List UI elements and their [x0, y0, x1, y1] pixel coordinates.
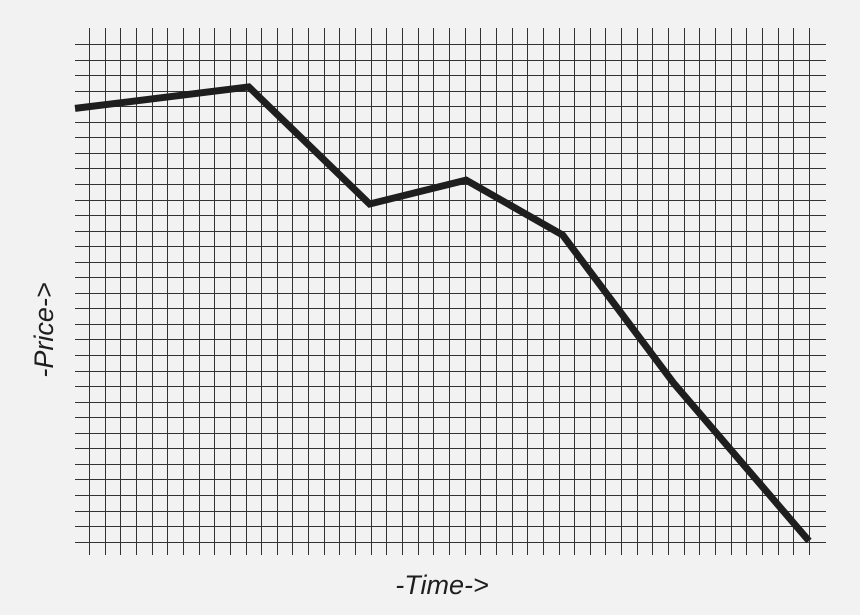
x-axis-label: -Time->: [395, 570, 489, 600]
y-axis-label: -Price->: [29, 282, 59, 377]
chart-grid: [75, 28, 826, 555]
price-series-line: [74, 83, 812, 544]
series-group: [74, 83, 812, 544]
